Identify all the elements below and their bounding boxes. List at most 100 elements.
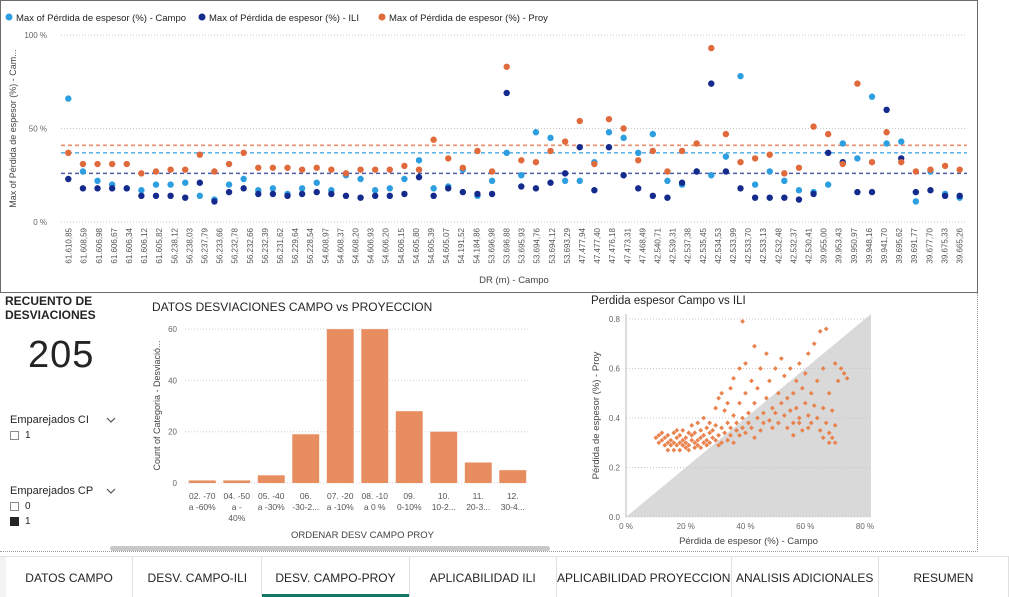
data-point-campo — [547, 134, 554, 142]
data-point — [674, 435, 680, 441]
data-point — [781, 373, 787, 379]
data-point-ili — [591, 187, 598, 194]
y-tick-label: 100 % — [24, 31, 47, 40]
x-tick-label: 09. 0-10% — [397, 491, 422, 512]
data-point — [716, 395, 722, 401]
x-tick-label: 56.238,03 — [185, 227, 194, 263]
data-point-proy — [824, 130, 832, 138]
data-point-proy — [912, 168, 920, 175]
data-point-ili — [211, 198, 218, 205]
scatter-campo-ili-visual[interactable]: Perdida espesor Campo vs ILI 0.0 0.2 0.4 0.6… — [588, 292, 888, 554]
data-point-proy — [474, 147, 481, 155]
data-point — [707, 430, 713, 436]
data-point-ili — [123, 185, 130, 192]
slicer-option[interactable]: 1 — [10, 516, 130, 527]
bar — [361, 329, 389, 483]
data-point — [737, 366, 742, 371]
data-point — [781, 413, 787, 418]
data-point — [692, 445, 698, 451]
x-tick-label: 56.231,62 — [276, 227, 285, 263]
data-point — [695, 437, 701, 443]
data-point-campo — [868, 93, 876, 100]
slicer-emparejados-cp[interactable]: Emparejados CP 0 1 — [10, 485, 130, 527]
slicer-option[interactable]: 1 — [10, 430, 130, 441]
data-point-ili — [357, 194, 364, 201]
data-point-campo — [635, 149, 642, 157]
x-tick-label: 61.605,82 — [155, 227, 164, 263]
data-point — [695, 442, 701, 448]
y-tick-label: 40 — [168, 376, 177, 385]
data-point — [656, 432, 662, 438]
data-point-proy — [532, 158, 540, 166]
data-point-campo — [854, 155, 861, 162]
data-point — [680, 442, 686, 448]
data-point — [823, 326, 829, 332]
data-point-campo — [138, 187, 145, 194]
data-point — [790, 390, 796, 396]
data-point-campo — [620, 134, 627, 142]
data-point-ili — [883, 106, 890, 114]
data-point-campo — [898, 138, 905, 145]
x-tick-label: 42.532,48 — [774, 227, 783, 263]
checkbox-icon[interactable] — [10, 502, 19, 511]
data-point-ili — [532, 185, 540, 192]
chevron-down-icon[interactable] — [106, 487, 116, 495]
data-point — [668, 437, 674, 443]
x-tick-label: 54.605,07 — [442, 227, 451, 263]
data-point-ili — [474, 190, 481, 198]
page-scrollbar[interactable] — [110, 546, 550, 551]
tab-desv-campo-proy[interactable]: DESV. CAMPO-PROY — [262, 557, 410, 597]
data-point — [686, 430, 692, 436]
data-point-campo — [152, 181, 160, 188]
dot-chart-visual[interactable]: Max of Pérdida de espesor (%) - Campo Max… — [0, 0, 978, 293]
data-point-ili — [94, 185, 101, 192]
slicer-option[interactable]: 0 — [10, 501, 130, 512]
data-point-proy — [269, 164, 277, 171]
bar — [188, 480, 216, 483]
tab-datos-campo[interactable]: DATOS CAMPO — [5, 557, 134, 597]
x-tick-label: 39.955,00 — [820, 227, 829, 263]
x-tick-label: 04. -50 a -40% — [224, 491, 251, 523]
tab-aplicabilidad-proyeccion[interactable]: APLICABILIDAD PROYECCION — [556, 557, 732, 597]
data-point-campo — [737, 72, 744, 80]
data-point-ili — [138, 192, 145, 200]
x-tick-label: 56.238,12 — [170, 227, 179, 263]
checkbox-checked-icon[interactable] — [10, 517, 19, 526]
data-point-ili — [445, 185, 452, 192]
data-point — [677, 447, 683, 453]
data-point — [671, 430, 677, 436]
x-tick-label: 54.191,52 — [457, 227, 466, 263]
data-point-campo — [722, 153, 730, 160]
chevron-down-icon[interactable] — [106, 416, 116, 424]
data-point-campo — [605, 129, 613, 136]
bar — [430, 431, 458, 483]
y-axis-label: Max of Pérdida de espesor (%) - Cam... — [8, 49, 18, 208]
checkbox-icon[interactable] — [10, 431, 19, 440]
data-point — [743, 361, 748, 366]
data-point-proy — [167, 166, 174, 173]
data-point — [793, 405, 799, 411]
tab-aplicabilidad-ili[interactable]: APLICABILIDAD ILI — [409, 557, 557, 597]
data-point-campo — [196, 192, 204, 200]
y-tick-label: 0.0 — [609, 513, 621, 522]
x-tick-label: 54.605,80 — [412, 227, 421, 263]
data-point — [680, 437, 686, 443]
data-point — [820, 366, 826, 371]
scatter-chart-svg: Perdida espesor Campo vs ILI 0.0 0.2 0.4 0.6… — [591, 295, 874, 547]
bar-chart-visual[interactable]: DATOS DESVIACIONES CAMPO vs PROYECCION 0 2… — [140, 296, 588, 552]
data-point-ili — [269, 190, 277, 198]
legend-label: Max of Pérdida de espesor (%) - Campo — [16, 13, 186, 24]
data-point-proy — [445, 155, 452, 162]
data-point — [749, 425, 754, 431]
x-tick-label: 61.606,98 — [95, 227, 104, 263]
tab-analisis-adicionales[interactable]: ANALISIS ADICIONALES — [731, 557, 879, 597]
slicer-emparejados-ci[interactable]: Emparejados CI 1 — [10, 414, 130, 441]
x-tick-label: 39.948,16 — [865, 227, 874, 263]
data-point — [662, 435, 668, 441]
x-tick-label: 47.476,18 — [608, 227, 617, 263]
tab-resumen[interactable]: RESUMEN — [878, 557, 1009, 597]
data-point-campo — [357, 175, 364, 183]
data-point — [701, 432, 707, 438]
tab-desv-campo-ili[interactable]: DESV. CAMPO-ILI — [133, 557, 263, 597]
data-point — [659, 430, 665, 436]
